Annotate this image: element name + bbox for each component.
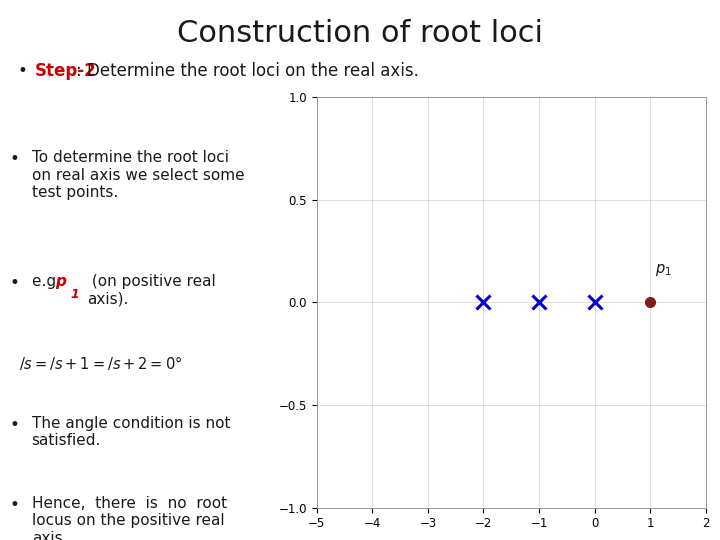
Text: The angle condition is not
satisfied.: The angle condition is not satisfied. xyxy=(32,416,230,448)
Text: e.g:: e.g: xyxy=(32,274,66,289)
Text: 1: 1 xyxy=(71,288,79,301)
Text: p: p xyxy=(55,274,66,289)
Text: •: • xyxy=(18,62,28,80)
Text: •: • xyxy=(9,150,19,168)
Text: Step-2: Step-2 xyxy=(35,62,96,80)
Text: •: • xyxy=(9,274,19,292)
Text: (on positive real
axis).: (on positive real axis). xyxy=(87,274,216,307)
Text: $p_1$: $p_1$ xyxy=(654,262,671,278)
Text: Construction of root loci: Construction of root loci xyxy=(177,19,543,48)
Text: $\mathit{/s = /s + 1 = /s + 2 = 0°}$: $\mathit{/s = /s + 1 = /s + 2 = 0°}$ xyxy=(19,354,182,372)
Text: : Determine the root loci on the real axis.: : Determine the root loci on the real ax… xyxy=(76,62,419,80)
Text: Hence,  there  is  no  root
locus on the positive real
axis.: Hence, there is no root locus on the pos… xyxy=(32,496,227,540)
Text: •: • xyxy=(9,496,19,514)
Text: To determine the root loci
on real axis we select some
test points.: To determine the root loci on real axis … xyxy=(32,150,244,200)
Text: •: • xyxy=(9,416,19,434)
